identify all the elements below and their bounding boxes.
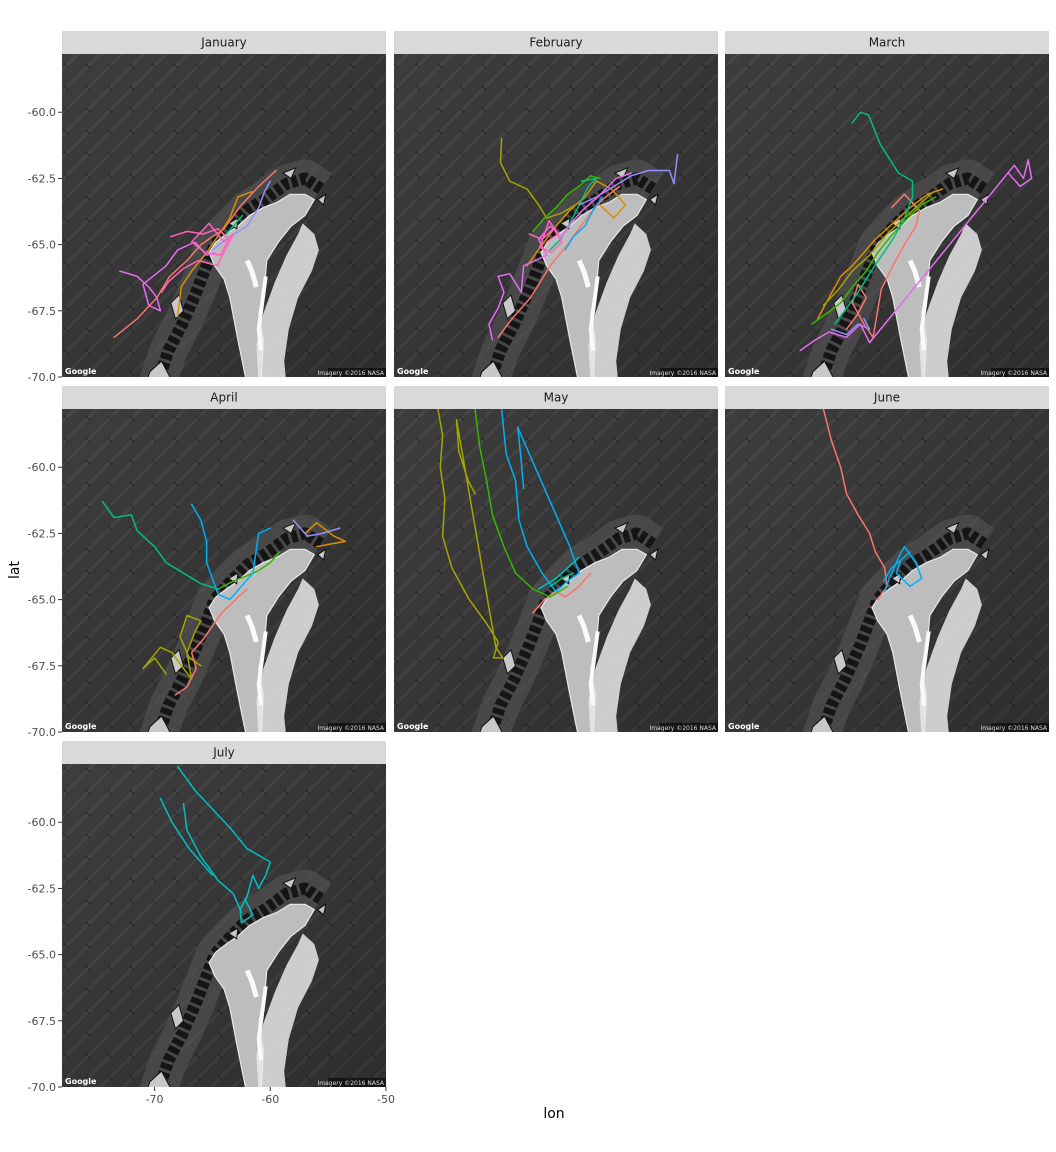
basemap (62, 764, 386, 1087)
facet-strip-label: June (873, 391, 900, 405)
y-tick-label: -60.0 (28, 461, 56, 474)
x-tick-label: -60 (261, 1093, 279, 1106)
facet-strip (394, 386, 718, 409)
track-line (190, 503, 272, 601)
y-tick-label: -60.0 (28, 816, 56, 829)
basemap (62, 54, 386, 377)
track-line (811, 196, 937, 325)
basemap (725, 409, 1049, 732)
track-line (532, 175, 601, 233)
x-tick-label: -70 (146, 1093, 164, 1106)
x-tick-label: -50 (377, 1093, 395, 1106)
basemap-provider: Google (728, 722, 760, 731)
y-tick-label: -65.0 (28, 594, 56, 607)
facet-strip (62, 741, 386, 764)
track-line (174, 588, 248, 696)
basemap-provider: Google (65, 722, 97, 731)
x-axis: -70 -60 -50 (146, 1087, 395, 1106)
y-tick-label: -60.0 (28, 106, 56, 119)
track-line (549, 572, 575, 588)
track-line (799, 159, 1033, 352)
track-line (304, 522, 347, 548)
basemap-credit: Imagery ©2016 NASA (649, 725, 716, 732)
track-line (488, 172, 632, 341)
basemap (725, 54, 1049, 377)
facet-strip-label: January (200, 36, 247, 50)
track-line (474, 409, 569, 598)
y-tick-label: -65.0 (28, 949, 56, 962)
y-tick-label: -67.5 (28, 305, 56, 318)
basemap-provider: Google (728, 367, 760, 376)
basemap (394, 409, 718, 732)
facet-strip (62, 386, 386, 409)
track-line (101, 500, 219, 590)
track-line (437, 409, 504, 659)
y-tick-label: -65.0 (28, 239, 56, 252)
track-line (564, 196, 604, 251)
track-line (225, 214, 244, 235)
facet-panel-june: June Google Imagery ©2016 NASA (725, 386, 1049, 732)
facet-panel-march: March Google Imagery ©2016 NASA (725, 31, 1049, 377)
basemap-credit: Imagery ©2016 NASA (980, 725, 1047, 732)
basemap (62, 409, 386, 732)
track-line (176, 190, 253, 317)
track-line (830, 318, 871, 336)
track-line (882, 545, 923, 593)
track-line (119, 241, 216, 312)
y-tick-label: -62.5 (28, 527, 56, 540)
track-line (532, 572, 592, 614)
track-line (142, 614, 202, 680)
y-axis-title: lat (7, 561, 23, 579)
facet-strip-label: March (869, 36, 906, 50)
facet-panel-may: May Google Imagery ©2016 NASA (394, 386, 718, 732)
track-line (816, 188, 944, 320)
y-tick-label: -67.5 (28, 1015, 56, 1028)
track-line (845, 193, 921, 339)
basemap-credit: Imagery ©2016 NASA (317, 1080, 384, 1087)
x-axis-title: lon (543, 1106, 564, 1122)
facet-strip-label: April (210, 391, 237, 405)
basemap-credit: Imagery ©2016 NASA (649, 370, 716, 377)
facet-strip (394, 31, 718, 54)
facet-strip (725, 386, 1049, 409)
y-tick-label: -62.5 (28, 882, 56, 895)
track-line (292, 519, 341, 537)
track-line (159, 797, 214, 876)
facet-strip-label: July (212, 746, 235, 760)
facet-panel-april: April Google Imagery ©2016 NASA -60.0 -62.5 -… (28, 386, 386, 739)
track-line (113, 169, 277, 339)
track-line (500, 409, 580, 593)
facet-panel-february: February Google Imagery ©2016 NASA (394, 31, 718, 377)
track-line (499, 137, 577, 219)
track-line (497, 185, 621, 339)
basemap-provider: Google (65, 1077, 97, 1086)
y-tick-label: -70.0 (28, 1081, 56, 1094)
y-tick-label: -70.0 (28, 726, 56, 739)
track-line (176, 765, 272, 924)
track-line (526, 180, 627, 267)
track-line (160, 222, 235, 294)
basemap (394, 54, 718, 377)
basemap-provider: Google (397, 722, 429, 731)
facet-strip-label: May (544, 391, 569, 405)
facet-strip (725, 31, 1049, 54)
track-line (537, 556, 580, 590)
facet-panel-january: January Google Imagery ©2016 NASA -60.0 -62.… (28, 31, 386, 384)
track-line (834, 111, 914, 325)
y-tick-label: -67.5 (28, 660, 56, 673)
y-tick-label: -62.5 (28, 172, 56, 185)
y-tick-label: -70.0 (28, 371, 56, 384)
basemap-provider: Google (65, 367, 97, 376)
track-line (182, 802, 243, 914)
basemap-provider: Google (397, 367, 429, 376)
facet-strip (62, 31, 386, 54)
track-line (822, 190, 935, 307)
basemap-credit: Imagery ©2016 NASA (980, 370, 1047, 377)
facet-strip-label: February (529, 36, 582, 50)
track-line (528, 220, 563, 254)
facet-panel-july: July Google Imagery ©2016 NASA -60.0 -62.5 -6… (28, 741, 386, 1094)
basemap-credit: Imagery ©2016 NASA (317, 370, 384, 377)
basemap-credit: Imagery ©2016 NASA (317, 725, 384, 732)
